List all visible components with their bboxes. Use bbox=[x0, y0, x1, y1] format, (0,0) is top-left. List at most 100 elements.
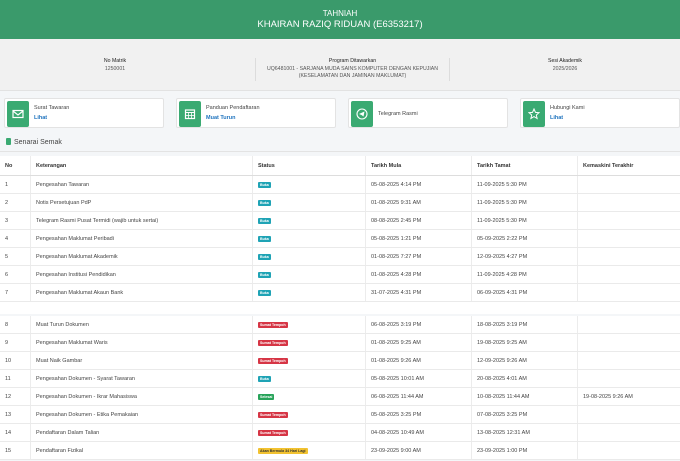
row-no: 14 bbox=[5, 429, 12, 436]
card-surat-tawaran[interactable]: Surat Tawaran Lihat bbox=[4, 98, 164, 128]
row-kemaskini bbox=[577, 316, 680, 333]
row-tarikh-tamat: 19-08-2025 9:25 AM bbox=[471, 334, 577, 351]
header-title: TAHNIAH bbox=[322, 9, 358, 18]
header-tarikh-mula: Tarikh Mula bbox=[365, 156, 471, 175]
row-no: 6 bbox=[5, 271, 9, 278]
row-status: Sumat Tempoh bbox=[252, 352, 365, 369]
status-badge: Buka bbox=[258, 217, 271, 224]
table-scroll-gap bbox=[0, 302, 680, 314]
card-title: Panduan Pendaftaran bbox=[206, 105, 260, 111]
row-no: 11 bbox=[5, 375, 11, 382]
row-kemaskini bbox=[577, 424, 680, 441]
row-tarikh-tamat: 05-09-2025 2:22 PM bbox=[471, 230, 577, 247]
row-keterangan[interactable]: Pendaftaran Dalam Talian bbox=[30, 424, 252, 441]
status-badge: Buka bbox=[258, 271, 271, 278]
row-keterangan[interactable]: Muat Naik Gambar bbox=[30, 352, 252, 369]
card-link-muat-turun[interactable]: Muat Turun bbox=[206, 115, 236, 121]
sesi-label: Sesi Akademik bbox=[547, 58, 583, 64]
row-tarikh-mula: 31-07-2025 4:31 PM bbox=[365, 284, 471, 301]
row-no: 10 bbox=[5, 357, 12, 364]
card-link-lihat[interactable]: Lihat bbox=[550, 115, 564, 121]
row-kemaskini bbox=[577, 334, 680, 351]
congrats-header: TAHNIAH KHAIRAN RAZIQ RIDUAN (E6353217) bbox=[0, 0, 680, 39]
row-kemaskini bbox=[577, 370, 680, 387]
table-row[interactable]: 7 Pengesahan Maklumat Akaun Bank Buka 31-07… bbox=[0, 284, 680, 302]
card-panduan-pendaftaran[interactable]: Panduan Pendaftaran Muat Turun bbox=[176, 98, 336, 128]
row-keterangan[interactable]: Pengesahan Dokumen - Etika Pemakaian bbox=[30, 406, 252, 423]
row-kemaskini bbox=[577, 176, 680, 193]
matrik-value: 1250001 bbox=[104, 65, 126, 72]
row-kemaskini bbox=[577, 352, 680, 369]
envelope-icon bbox=[7, 101, 29, 127]
card-telegram-rasmi[interactable]: Telegram Rasmi bbox=[348, 98, 508, 128]
row-tarikh-tamat: 11-09-2025 5:30 PM bbox=[471, 176, 577, 193]
row-status: Sumat Tempoh bbox=[252, 406, 365, 423]
row-status: Buka bbox=[252, 212, 365, 229]
table-row[interactable]: 13 Pengesahan Dokumen - Etika Pemakaian Su… bbox=[0, 406, 680, 424]
row-no: 4 bbox=[5, 235, 9, 242]
row-tarikh-mula: 04-08-2025 10:49 AM bbox=[365, 424, 471, 441]
status-badge: Buka bbox=[258, 253, 271, 260]
program-block: Program Ditawarkan UQ6481001 - SARJANA M… bbox=[255, 58, 450, 81]
program-value-line2: (KESELAMATAN DAN JAMINAN MAKLUMAT) bbox=[298, 73, 407, 79]
row-keterangan[interactable]: Pengesahan Maklumat Akademik bbox=[30, 248, 252, 265]
table-row[interactable]: 5 Pengesahan Maklumat Akademik Buka 01-08-2… bbox=[0, 248, 680, 266]
row-keterangan[interactable]: Muat Turun Dokumen bbox=[30, 316, 252, 333]
row-keterangan[interactable]: Pengesahan Maklumat Waris bbox=[30, 334, 252, 351]
row-tarikh-tamat: 20-08-2025 4:01 AM bbox=[471, 370, 577, 387]
star-icon bbox=[523, 101, 545, 127]
table-row[interactable]: 11 Pengesahan Dokumen - Syarat Tawaran Buk… bbox=[0, 370, 680, 388]
header-status: Status bbox=[252, 156, 365, 175]
row-tarikh-tamat: 06-09-2025 4:31 PM bbox=[471, 284, 577, 301]
checklist-title: Senarai Semak bbox=[6, 138, 62, 146]
row-status: Buka bbox=[252, 176, 365, 193]
row-keterangan[interactable]: Notis Persetujuan PdP bbox=[30, 194, 252, 211]
table-row[interactable]: 12 Pengesahan Dokumen - Ikrar Mahasiswa Se… bbox=[0, 388, 680, 406]
status-badge: Sumat Tempoh bbox=[258, 411, 288, 418]
row-kemaskini bbox=[577, 248, 680, 265]
status-badge: Buka bbox=[258, 235, 271, 242]
row-keterangan[interactable]: Pengesahan Dokumen - Ikrar Mahasiswa bbox=[30, 388, 252, 405]
row-tarikh-mula: 01-08-2025 7:27 PM bbox=[365, 248, 471, 265]
table-row[interactable]: 9 Pengesahan Maklumat Waris Sumat Tempoh 01… bbox=[0, 334, 680, 352]
table-row[interactable]: 6 Pengesahan Institusi Pendidikan Buka 01-0… bbox=[0, 266, 680, 284]
row-status: Sumat Tempoh bbox=[252, 424, 365, 441]
row-tarikh-mula: 23-09-2025 9:00 AM bbox=[365, 442, 471, 459]
row-tarikh-tamat: 11-09-2025 4:28 PM bbox=[471, 266, 577, 283]
row-keterangan[interactable]: Telegram Rasmi Pusat Termidi (wajib untu… bbox=[30, 212, 252, 229]
table-row[interactable]: 1 Pengesahan Tawaran Buka 05-08-2025 4:14 P… bbox=[0, 176, 680, 194]
row-kemaskini bbox=[577, 406, 680, 423]
row-keterangan[interactable]: Pengesahan Maklumat Akaun Bank bbox=[30, 284, 252, 301]
table-row[interactable]: 15 Pendaftaran Fizikal Akan Bermula 34 Har… bbox=[0, 442, 680, 460]
table-row[interactable]: 8 Muat Turun Dokumen Sumat Tempoh 06-08-202… bbox=[0, 316, 680, 334]
row-no: 9 bbox=[5, 339, 9, 346]
status-badge: Buka bbox=[258, 289, 271, 296]
row-keterangan[interactable]: Pengesahan Institusi Pendidikan bbox=[30, 266, 252, 283]
row-no: 15 bbox=[5, 447, 12, 454]
header-subtitle: KHAIRAN RAZIQ RIDUAN (E6353217) bbox=[257, 19, 423, 30]
row-tarikh-tamat: 07-08-2025 3:25 PM bbox=[471, 406, 577, 423]
row-no: 2 bbox=[5, 199, 9, 206]
row-tarikh-mula: 01-08-2025 4:28 PM bbox=[365, 266, 471, 283]
row-keterangan[interactable]: Pengesahan Tawaran bbox=[30, 176, 252, 193]
row-tarikh-mula: 01-08-2025 9:25 AM bbox=[365, 334, 471, 351]
header-no: No bbox=[5, 162, 13, 169]
row-tarikh-tamat: 11-09-2025 5:30 PM bbox=[471, 212, 577, 229]
row-tarikh-mula: 05-08-2025 3:25 PM bbox=[365, 406, 471, 423]
row-keterangan[interactable]: Pendaftaran Fizikal bbox=[30, 442, 252, 459]
row-kemaskini bbox=[577, 442, 680, 459]
row-keterangan[interactable]: Pengesahan Dokumen - Syarat Tawaran bbox=[30, 370, 252, 387]
row-keterangan[interactable]: Pengesahan Maklumat Peribadi bbox=[30, 230, 252, 247]
status-badge: Buka bbox=[258, 181, 271, 188]
table-row[interactable]: 4 Pengesahan Maklumat Peribadi Buka 05-08-2… bbox=[0, 230, 680, 248]
row-status: Buka bbox=[252, 248, 365, 265]
table-row[interactable]: 10 Muat Naik Gambar Sumat Tempoh 01-08-2025… bbox=[0, 352, 680, 370]
row-tarikh-mula: 05-08-2025 10:01 AM bbox=[365, 370, 471, 387]
row-status: Buka bbox=[252, 266, 365, 283]
card-link-lihat[interactable]: Lihat bbox=[34, 115, 48, 121]
card-hubungi-kami[interactable]: Hubungi Kami Lihat bbox=[520, 98, 680, 128]
table-row[interactable]: 2 Notis Persetujuan PdP Buka 01-08-2025 9:3… bbox=[0, 194, 680, 212]
table-header: No Keterangan Status Tarikh Mula Tarikh … bbox=[0, 156, 680, 176]
table-row[interactable]: 3 Telegram Rasmi Pusat Termidi (wajib unt… bbox=[0, 212, 680, 230]
table-row[interactable]: 14 Pendaftaran Dalam Talian Sumat Tempoh 04… bbox=[0, 424, 680, 442]
